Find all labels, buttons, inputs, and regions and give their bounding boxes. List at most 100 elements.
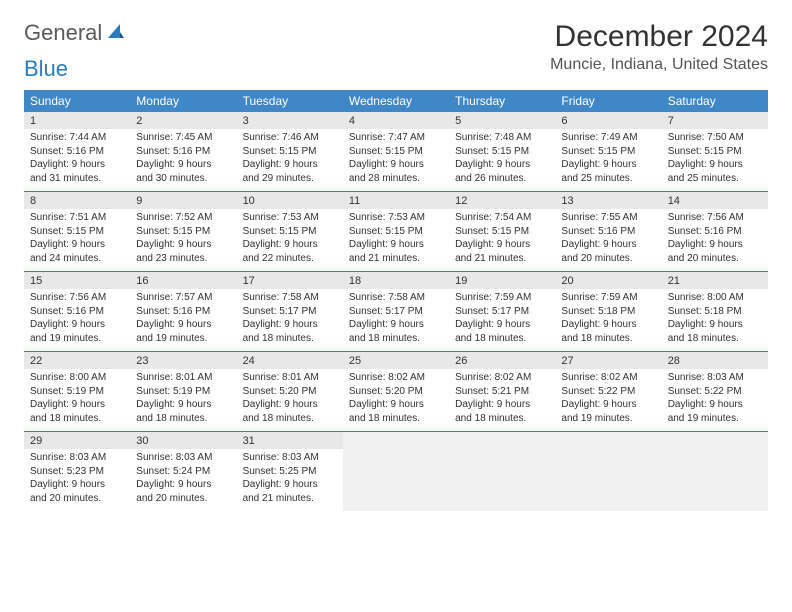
- logo-sail-icon: [106, 20, 126, 46]
- sunrise-text: Sunrise: 7:48 AM: [455, 131, 549, 145]
- daylight-text: Daylight: 9 hours and 18 minutes.: [561, 318, 655, 345]
- sunrise-text: Sunrise: 7:46 AM: [243, 131, 337, 145]
- day-number-row: 293031: [24, 432, 768, 449]
- day-content-row: Sunrise: 7:56 AMSunset: 5:16 PMDaylight:…: [24, 289, 768, 352]
- daylight-text: Daylight: 9 hours and 18 minutes.: [668, 318, 762, 345]
- sunrise-text: Sunrise: 8:03 AM: [668, 371, 762, 385]
- daylight-text: Daylight: 9 hours and 18 minutes.: [30, 398, 124, 425]
- day-content-cell: Sunrise: 8:02 AMSunset: 5:21 PMDaylight:…: [449, 369, 555, 432]
- sunset-text: Sunset: 5:22 PM: [561, 385, 655, 399]
- sunrise-text: Sunrise: 7:56 AM: [668, 211, 762, 225]
- day-number-cell: 31: [237, 432, 343, 449]
- sunset-text: Sunset: 5:25 PM: [243, 465, 337, 479]
- day-number-cell: 26: [449, 352, 555, 369]
- sunset-text: Sunset: 5:15 PM: [243, 145, 337, 159]
- day-number-cell: 3: [237, 112, 343, 129]
- sunset-text: Sunset: 5:17 PM: [349, 305, 443, 319]
- day-content-cell: Sunrise: 8:03 AMSunset: 5:24 PMDaylight:…: [130, 449, 236, 511]
- sunrise-text: Sunrise: 8:03 AM: [136, 451, 230, 465]
- sunset-text: Sunset: 5:16 PM: [136, 145, 230, 159]
- day-content-row: Sunrise: 7:51 AMSunset: 5:15 PMDaylight:…: [24, 209, 768, 272]
- day-content-row: Sunrise: 8:00 AM Sunset: 5:19 PM Daylight:…: [24, 369, 768, 432]
- sunrise-text: Sunrise: 7:58 AM: [243, 291, 337, 305]
- sunset-text: Sunset: 5:15 PM: [668, 145, 762, 159]
- dayhead-saturday: Saturday: [662, 90, 768, 112]
- day-content-cell: Sunrise: 7:48 AMSunset: 5:15 PMDaylight:…: [449, 129, 555, 192]
- sunset-text: Sunset: 5:19 PM: [136, 385, 230, 399]
- day-content-cell: Sunrise: 8:03 AMSunset: 5:23 PMDaylight:…: [24, 449, 130, 511]
- day-content-cell: Sunrise: 7:51 AMSunset: 5:15 PMDaylight:…: [24, 209, 130, 272]
- day-content-cell: [449, 449, 555, 511]
- sunrise-text: Sunrise: 8:02 AM: [455, 371, 549, 385]
- sunset-text: Sunset: 5:16 PM: [668, 225, 762, 239]
- day-number-cell: [343, 432, 449, 449]
- daylight-text: Daylight: 9 hours and 18 minutes.: [243, 398, 337, 425]
- daylight-text: Daylight: 9 hours and 22 minutes.: [243, 238, 337, 265]
- day-content-cell: Sunrise: 8:00 AMSunset: 5:19 PMDaylight:…: [24, 369, 130, 432]
- sunset-text: Sunset: 5:16 PM: [561, 225, 655, 239]
- day-number-cell: 16: [130, 272, 236, 289]
- day-content-cell: Sunrise: 7:56 AMSunset: 5:16 PMDaylight:…: [662, 209, 768, 272]
- day-header-row: Sunday Monday Tuesday Wednesday Thursday…: [24, 90, 768, 112]
- day-number-cell: 17: [237, 272, 343, 289]
- daylight-text: Daylight: 9 hours and 20 minutes.: [136, 478, 230, 505]
- day-number-cell: 24: [237, 352, 343, 369]
- day-number-cell: 30: [130, 432, 236, 449]
- day-number-cell: 28: [662, 352, 768, 369]
- day-number-cell: 2: [130, 112, 236, 129]
- sunset-text: Sunset: 5:15 PM: [349, 145, 443, 159]
- sunrise-text: Sunrise: 7:54 AM: [455, 211, 549, 225]
- day-content-cell: Sunrise: 8:03 AMSunset: 5:25 PMDaylight:…: [237, 449, 343, 511]
- day-number-cell: 20: [555, 272, 661, 289]
- day-content-cell: Sunrise: 7:56 AMSunset: 5:16 PMDaylight:…: [24, 289, 130, 352]
- day-content-row: Sunrise: 8:03 AMSunset: 5:23 PMDaylight:…: [24, 449, 768, 511]
- sunrise-text: Sunrise: 8:01 AM: [136, 371, 230, 385]
- day-content-cell: Sunrise: 8:00 AMSunset: 5:18 PMDaylight:…: [662, 289, 768, 352]
- sunrise-text: Sunrise: 7:53 AM: [349, 211, 443, 225]
- sunrise-text: Sunrise: 8:02 AM: [561, 371, 655, 385]
- sunrise-text: Sunrise: 8:00 AM: [668, 291, 762, 305]
- day-content-cell: Sunrise: 7:59 AMSunset: 5:17 PMDaylight:…: [449, 289, 555, 352]
- day-content-cell: Sunrise: 8:03 AMSunset: 5:22 PMDaylight:…: [662, 369, 768, 432]
- daylight-text: Daylight: 9 hours and 26 minutes.: [455, 158, 549, 185]
- daylight-text: Daylight: 9 hours and 19 minutes.: [30, 318, 124, 345]
- dayhead-sunday: Sunday: [24, 90, 130, 112]
- sunrise-text: Sunrise: 8:00 AM: [30, 371, 124, 385]
- logo-text-general: General: [24, 20, 102, 46]
- day-content-cell: Sunrise: 7:54 AMSunset: 5:15 PMDaylight:…: [449, 209, 555, 272]
- logo-text-blue: Blue: [24, 56, 68, 82]
- day-number-cell: 14: [662, 192, 768, 209]
- daylight-text: Daylight: 9 hours and 20 minutes.: [668, 238, 762, 265]
- day-content-cell: [343, 449, 449, 511]
- daylight-text: Daylight: 9 hours and 18 minutes.: [349, 398, 443, 425]
- sunset-text: Sunset: 5:18 PM: [668, 305, 762, 319]
- day-content-cell: Sunrise: 7:58 AMSunset: 5:17 PMDaylight:…: [237, 289, 343, 352]
- daylight-text: Daylight: 9 hours and 23 minutes.: [136, 238, 230, 265]
- daylight-text: Daylight: 9 hours and 29 minutes.: [243, 158, 337, 185]
- daylight-text: Daylight: 9 hours and 30 minutes.: [136, 158, 230, 185]
- daylight-text: Daylight: 9 hours and 21 minutes.: [455, 238, 549, 265]
- sunrise-text: Sunrise: 7:56 AM: [30, 291, 124, 305]
- sunset-text: Sunset: 5:15 PM: [455, 145, 549, 159]
- day-number-cell: 12: [449, 192, 555, 209]
- sunrise-text: Sunrise: 7:58 AM: [349, 291, 443, 305]
- day-content-cell: Sunrise: 7:50 AMSunset: 5:15 PMDaylight:…: [662, 129, 768, 192]
- sunrise-text: Sunrise: 7:55 AM: [561, 211, 655, 225]
- day-number-row: 15161718192021: [24, 272, 768, 289]
- day-number-cell: [555, 432, 661, 449]
- day-content-cell: Sunrise: 7:53 AMSunset: 5:15 PMDaylight:…: [343, 209, 449, 272]
- day-number-cell: 19: [449, 272, 555, 289]
- daylight-text: Daylight: 9 hours and 21 minutes.: [243, 478, 337, 505]
- day-number-cell: 9: [130, 192, 236, 209]
- daylight-text: Daylight: 9 hours and 19 minutes.: [136, 318, 230, 345]
- sunset-text: Sunset: 5:22 PM: [668, 385, 762, 399]
- daylight-text: Daylight: 9 hours and 18 minutes.: [349, 318, 443, 345]
- day-number-cell: 6: [555, 112, 661, 129]
- sunrise-text: Sunrise: 7:59 AM: [561, 291, 655, 305]
- day-number-cell: 5: [449, 112, 555, 129]
- day-number-cell: [662, 432, 768, 449]
- day-content-cell: Sunrise: 8:01 AMSunset: 5:20 PMDaylight:…: [237, 369, 343, 432]
- daylight-text: Daylight: 9 hours and 20 minutes.: [561, 238, 655, 265]
- sunrise-text: Sunrise: 7:53 AM: [243, 211, 337, 225]
- day-number-cell: 8: [24, 192, 130, 209]
